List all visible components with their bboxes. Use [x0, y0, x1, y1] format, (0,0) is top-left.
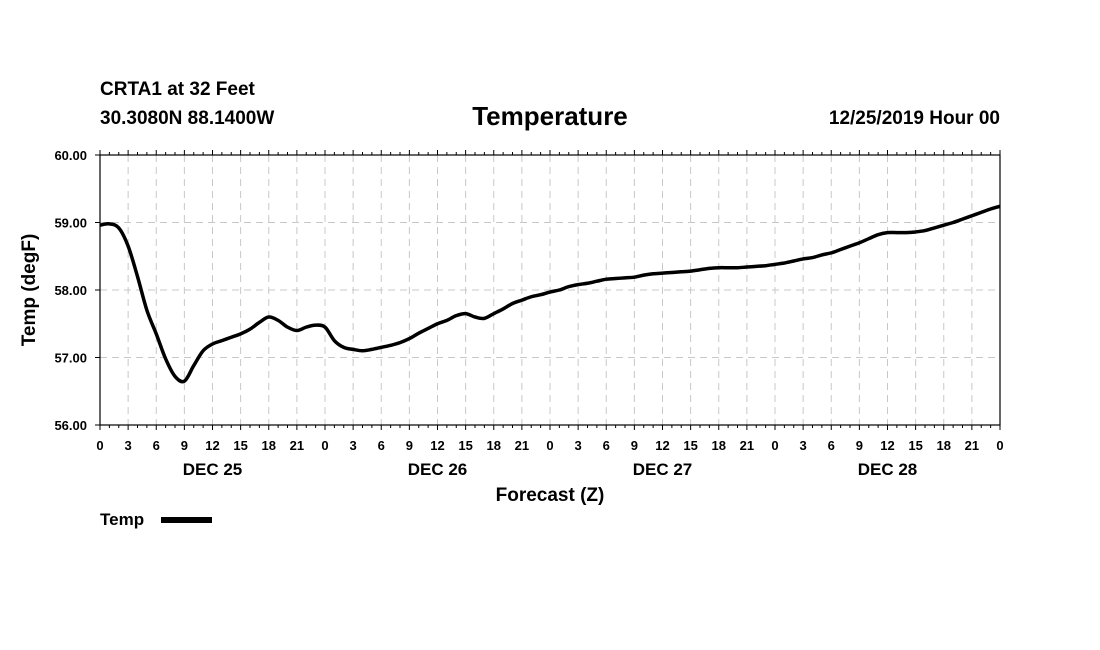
coords-label: 30.3080N 88.1400W	[100, 108, 274, 129]
run-time-label: 12/25/2019 Hour 00	[829, 108, 1000, 129]
x-tick-label: 0	[96, 438, 103, 453]
day-label: DEC 28	[858, 460, 918, 479]
y-tick-label: 57.00	[54, 351, 87, 366]
x-tick-label: 6	[378, 438, 385, 453]
x-tick-label: 21	[515, 438, 529, 453]
station-label: CRTA1 at 32 Feet	[100, 79, 256, 100]
x-tick-label: 15	[233, 438, 247, 453]
x-tick-label: 3	[575, 438, 582, 453]
y-tick-label: 58.00	[54, 283, 87, 298]
x-tick-label: 0	[321, 438, 328, 453]
x-axis-label: Forecast (Z)	[496, 485, 605, 506]
chart-title: Temperature	[472, 101, 628, 131]
x-tick-label: 6	[153, 438, 160, 453]
x-tick-label: 12	[430, 438, 444, 453]
x-tick-label: 0	[546, 438, 553, 453]
grid-lines	[100, 155, 1000, 425]
x-tick-label: 6	[828, 438, 835, 453]
y-tick-label: 59.00	[54, 216, 87, 231]
x-tick-label: 9	[631, 438, 638, 453]
x-tick-label: 18	[262, 438, 276, 453]
series-group	[99, 204, 1001, 384]
day-labels: DEC 25 DEC 26 DEC 27 DEC 28	[183, 460, 918, 479]
y-tick-label: 56.00	[54, 418, 87, 433]
x-tick-label: 21	[290, 438, 304, 453]
y-tick-label: 60.00	[54, 148, 87, 163]
x-tick-label: 18	[487, 438, 501, 453]
day-label: DEC 26	[408, 460, 468, 479]
x-tick-label: 18	[712, 438, 726, 453]
x-tick-label: 6	[603, 438, 610, 453]
x-tick-label: 15	[458, 438, 472, 453]
x-tick-label: 12	[655, 438, 669, 453]
y-axis-label: Temp (degF)	[19, 234, 40, 347]
x-tick-label: 0	[771, 438, 778, 453]
day-label: DEC 27	[633, 460, 693, 479]
x-tick-label: 21	[965, 438, 979, 453]
x-tick-label: 3	[800, 438, 807, 453]
x-tick-label: 3	[350, 438, 357, 453]
x-tick-label: 3	[125, 438, 132, 453]
x-tick-label: 21	[740, 438, 754, 453]
x-tick-label: 18	[937, 438, 951, 453]
x-tick-label: 15	[908, 438, 922, 453]
series-line-temp	[99, 204, 1001, 384]
axis-ticks	[95, 150, 1001, 430]
x-tick-label: 12	[205, 438, 219, 453]
x-tick-labels: 0 3 6 9 12 15 18 21 0 3 6 9 12 15 18 21 0 3 6 9 12 15 18 21 0 3 6 9…	[96, 438, 1003, 453]
x-tick-label: 15	[683, 438, 697, 453]
legend: Temp	[100, 510, 212, 529]
x-tick-label: 12	[880, 438, 894, 453]
x-tick-label: 9	[406, 438, 413, 453]
x-tick-label: 9	[181, 438, 188, 453]
day-label: DEC 25	[183, 460, 243, 479]
y-tick-labels: 56.00 57.00 58.00 59.00 60.00	[54, 148, 87, 433]
legend-label: Temp	[100, 510, 144, 529]
x-tick-label: 9	[856, 438, 863, 453]
x-tick-label: 0	[996, 438, 1003, 453]
